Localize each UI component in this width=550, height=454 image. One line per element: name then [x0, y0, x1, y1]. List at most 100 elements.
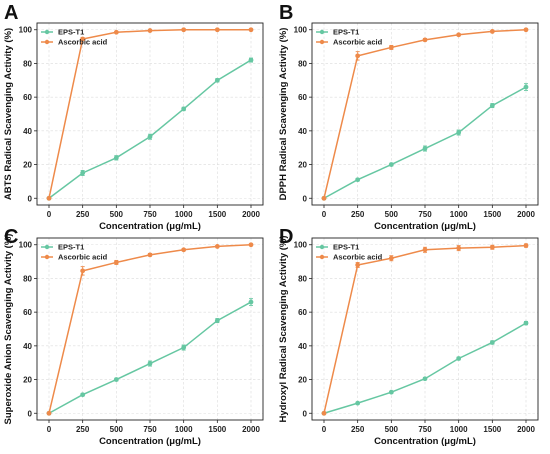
data-point [422, 37, 428, 43]
data-point [321, 410, 327, 416]
legend-swatch-point [319, 254, 325, 260]
y-tick-label: 20 [23, 161, 32, 170]
x-tick-label: 250 [351, 210, 365, 219]
data-point [489, 244, 495, 250]
x-tick-label: 500 [110, 210, 124, 219]
series-ascorbic-acid [321, 243, 529, 416]
data-point [355, 400, 361, 406]
data-point [214, 77, 220, 83]
x-tick-label: 0 [322, 210, 327, 219]
x-axis-label: Concentration (μg/mL) [99, 221, 201, 232]
data-point [388, 45, 394, 50]
x-tick-label: 1500 [483, 425, 501, 434]
panel-letter: C [4, 226, 18, 248]
y-axis-label: Superoxide Anion Scavenging Activity (%) [3, 234, 14, 425]
legend-label: Ascorbic acid [58, 253, 108, 262]
data-point [181, 345, 187, 350]
data-point [181, 27, 187, 33]
x-tick-label: 1000 [450, 425, 468, 434]
x-tick-label: 250 [76, 210, 90, 219]
x-tick-label: 1000 [175, 210, 193, 219]
y-tick-label: 100 [19, 241, 33, 250]
legend-label: Ascorbic acid [333, 38, 383, 47]
data-point [46, 410, 52, 416]
y-tick-label: 0 [28, 409, 33, 418]
x-tick-label: 1500 [208, 210, 226, 219]
series-line [323, 322, 527, 414]
x-tick-label: 250 [351, 425, 365, 434]
x-tick-label: 1500 [208, 425, 226, 434]
y-tick-label: 0 [28, 194, 33, 203]
data-point [355, 262, 361, 268]
data-point [523, 320, 529, 326]
data-point [147, 28, 153, 33]
data-point [489, 340, 495, 345]
data-point [355, 53, 361, 59]
x-axis-label: Concentration (μg/mL) [374, 221, 476, 232]
data-point [321, 195, 327, 201]
grid [312, 23, 538, 205]
legend-swatch-point [44, 39, 50, 45]
y-tick-label: 40 [23, 127, 32, 136]
data-point [523, 84, 529, 90]
x-tick-label: 750 [143, 210, 157, 219]
legend-swatch-point [44, 254, 50, 260]
series-eps-t1 [321, 83, 529, 201]
data-point [456, 245, 462, 251]
data-point [113, 29, 119, 35]
x-tick-label: 2000 [242, 425, 260, 434]
legend-swatch-point [44, 244, 50, 250]
x-tick-label: 500 [385, 210, 399, 219]
data-point [388, 389, 394, 395]
data-point [80, 170, 86, 176]
y-tick-label: 80 [298, 59, 307, 68]
y-tick-label: 0 [303, 409, 308, 418]
x-tick-label: 1500 [483, 210, 501, 219]
x-tick-label: 250 [76, 425, 90, 434]
grid [37, 238, 263, 420]
chart-panel-a: 0 250 500 750 1000 1500 2000 0 20 40 60 80 100 EPS-T1… [3, 2, 264, 232]
x-tick-label: 2000 [242, 210, 260, 219]
x-axis-label: Concentration (μg/mL) [374, 436, 476, 447]
chart-panel-c: 0 250 500 750 1000 1500 2000 0 20 40 60 80 100 EPS-T1… [3, 226, 264, 447]
y-tick-label: 80 [298, 274, 307, 283]
x-tick-label: 500 [110, 425, 124, 434]
data-point [388, 255, 394, 261]
x-tick-label: 2000 [517, 210, 535, 219]
x-tick-label: 750 [418, 425, 432, 434]
data-point [422, 146, 428, 151]
data-point [181, 106, 187, 112]
y-axis-label: Hydroxyl Radical Scavenging Activity (%) [278, 235, 289, 422]
series-ascorbic-acid [46, 242, 254, 416]
data-point [214, 244, 220, 249]
legend-label: EPS-T1 [58, 243, 84, 252]
y-tick-label: 60 [298, 93, 307, 102]
data-point [422, 376, 428, 382]
y-axis-label: ABTS Radical Scavenging Activity (%) [3, 28, 14, 200]
legend-swatch-point [44, 29, 50, 35]
panel-letter: B [279, 2, 293, 24]
legend-swatch-point [319, 244, 325, 250]
legend-label: EPS-T1 [333, 243, 359, 252]
panel-letter: D [279, 226, 293, 248]
x-tick-label: 0 [322, 425, 327, 434]
data-point [147, 252, 153, 258]
data-point [456, 130, 462, 135]
data-point [46, 195, 52, 201]
legend-label: EPS-T1 [58, 28, 84, 37]
data-point [80, 268, 86, 274]
y-tick-label: 40 [23, 342, 32, 351]
y-tick-label: 100 [19, 26, 33, 35]
y-tick-label: 20 [23, 376, 32, 385]
legend-swatch-point [319, 29, 325, 35]
grid [37, 23, 263, 205]
legend-label: Ascorbic acid [58, 38, 108, 47]
x-tick-label: 750 [143, 425, 157, 434]
y-tick-label: 0 [303, 194, 308, 203]
data-point [214, 27, 220, 33]
data-point [248, 27, 254, 33]
y-tick-label: 80 [23, 274, 32, 283]
